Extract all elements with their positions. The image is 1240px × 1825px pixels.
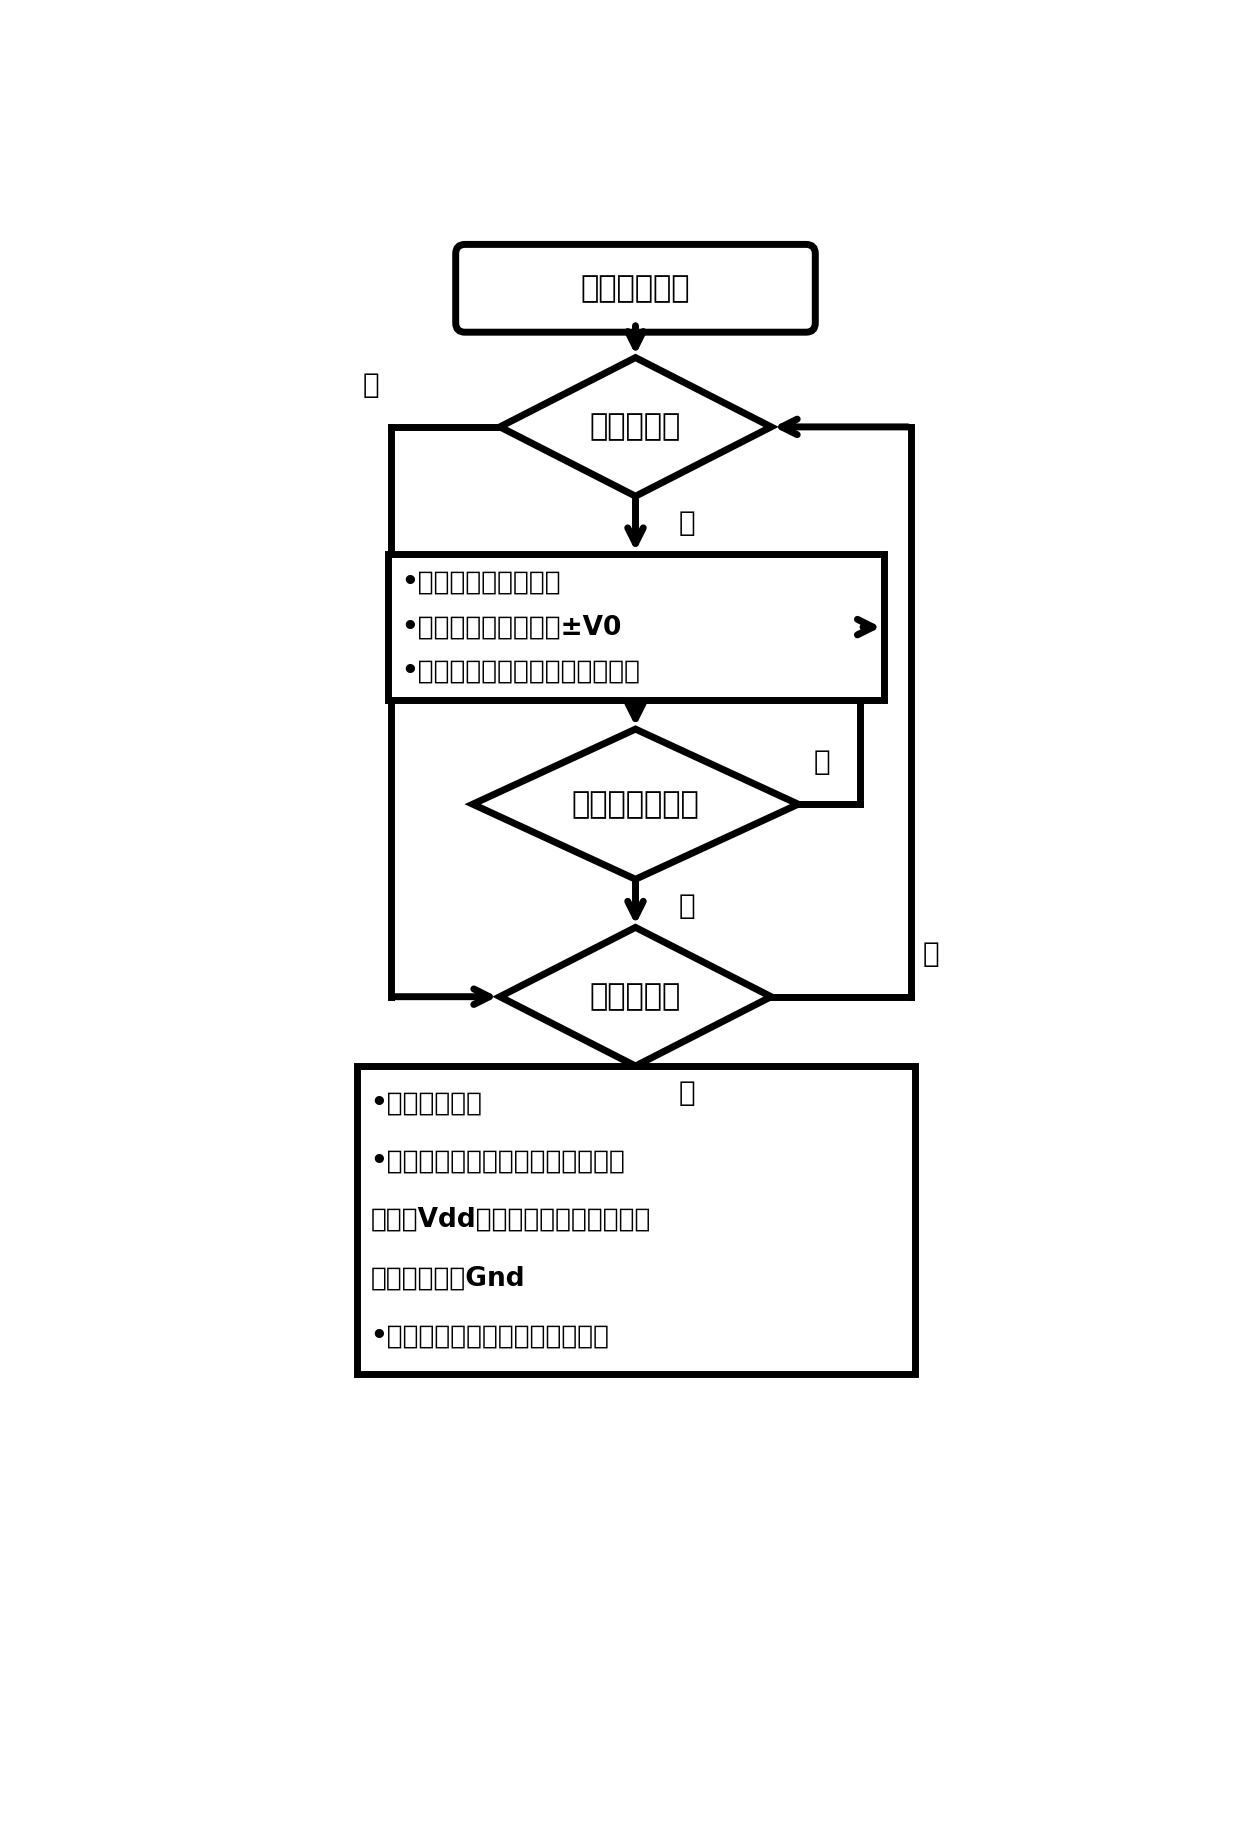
FancyBboxPatch shape: [456, 245, 816, 332]
Polygon shape: [500, 927, 771, 1066]
Polygon shape: [472, 730, 799, 880]
Bar: [357, 1066, 915, 1374]
Text: 是: 是: [678, 509, 694, 537]
Bar: [387, 555, 883, 701]
Text: 否: 否: [923, 940, 939, 969]
Text: •将其他忆阻的开关位置置为悬空: •将其他忆阻的开关位置置为悬空: [402, 659, 640, 684]
Text: 阻置于Vdd，最下端忆阻器所连接多: 阻置于Vdd，最下端忆阻器所连接多: [371, 1206, 651, 1234]
Text: 开始电路操作: 开始电路操作: [580, 274, 691, 303]
Text: 施加其他输入？: 施加其他输入？: [572, 790, 699, 819]
Text: 路原则器置于Gnd: 路原则器置于Gnd: [371, 1265, 525, 1290]
Text: •更新相应的选通信号: •更新相应的选通信号: [402, 569, 560, 595]
Text: •重置选通信号: •重置选通信号: [371, 1091, 482, 1117]
Text: •向目标忆阻施加电压±V0: •向目标忆阻施加电压±V0: [402, 613, 621, 641]
Text: 是: 是: [813, 748, 831, 776]
Text: •将其他忆阻的开关位置置为悬空: •将其他忆阻的开关位置置为悬空: [371, 1323, 609, 1349]
Text: 是: 是: [678, 1079, 694, 1108]
Text: 施加输入？: 施加输入？: [590, 412, 681, 442]
Polygon shape: [500, 358, 771, 496]
Text: •将上端电阻器所连接多路选择器忆: •将上端电阻器所连接多路选择器忆: [371, 1150, 625, 1175]
Text: 否: 否: [363, 370, 379, 398]
Text: 否: 否: [678, 892, 694, 920]
Text: 读取输出？: 读取输出？: [590, 982, 681, 1011]
